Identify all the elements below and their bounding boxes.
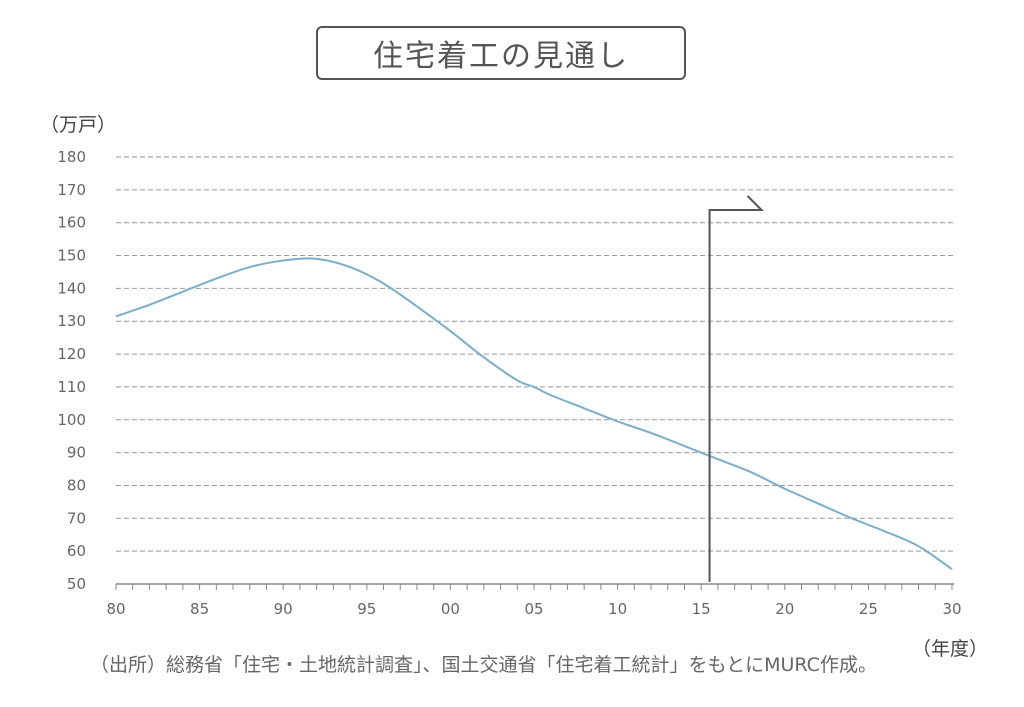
forecast-marker bbox=[708, 195, 764, 582]
x-tick-label: 10 bbox=[608, 600, 627, 618]
y-tick-label: 110 bbox=[57, 378, 86, 396]
x-tick-label: 90 bbox=[274, 600, 293, 618]
x-tick-label: 85 bbox=[190, 600, 209, 618]
y-tick-label: 150 bbox=[57, 247, 86, 265]
y-tick-label: 70 bbox=[67, 509, 86, 527]
y-tick-label: 180 bbox=[57, 148, 86, 166]
y-tick-label: 60 bbox=[67, 542, 86, 560]
y-tick-label: 50 bbox=[67, 575, 86, 593]
x-tick-label: 95 bbox=[357, 600, 376, 618]
x-axis-unit: （年度） bbox=[912, 638, 989, 660]
series-line bbox=[115, 257, 953, 571]
x-tick-label: 15 bbox=[692, 600, 711, 618]
y-tick-label: 80 bbox=[67, 476, 86, 494]
x-tick-label: 00 bbox=[441, 600, 460, 618]
y-tick-label: 160 bbox=[57, 214, 86, 232]
x-tick-label: 05 bbox=[524, 600, 543, 618]
y-tick-label: 170 bbox=[57, 181, 86, 199]
y-tick-label: 100 bbox=[57, 411, 86, 429]
chart-title: 住宅着工の見通し bbox=[316, 26, 686, 80]
y-tick-label: 130 bbox=[57, 312, 86, 330]
y-axis-unit: （万戸） bbox=[40, 114, 117, 136]
x-tick-label: 20 bbox=[775, 600, 794, 618]
x-tick-label: 30 bbox=[942, 600, 961, 618]
source-note: （出所）総務省「住宅・土地統計調査」、国土交通省「住宅着工統計」をもとにMURC… bbox=[90, 654, 877, 676]
y-tick-label: 90 bbox=[67, 444, 86, 462]
x-tick-label: 25 bbox=[859, 600, 878, 618]
x-tick-label: 80 bbox=[106, 600, 125, 618]
y-tick-label: 140 bbox=[57, 279, 86, 297]
y-tick-label: 120 bbox=[57, 345, 86, 363]
